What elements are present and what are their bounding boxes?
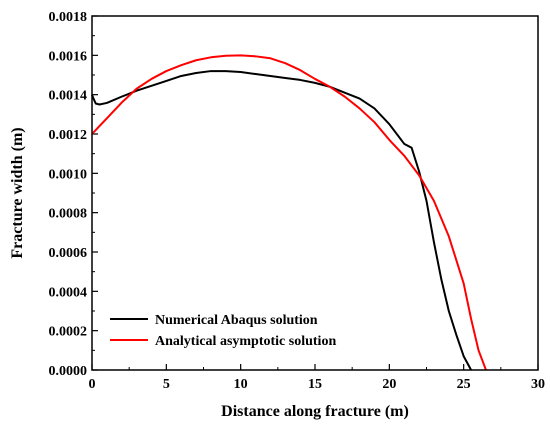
y-tick-label: 0.0010 — [49, 167, 88, 182]
legend: Numerical Abaqus solution Analytical asy… — [110, 313, 336, 349]
y-tick-label: 0.0000 — [49, 364, 88, 379]
series-layer — [91, 54, 487, 371]
y-tick-label: 0.0006 — [49, 246, 88, 261]
x-axis-title: Distance along fracture (m) — [221, 403, 409, 420]
y-tick-label: 0.0016 — [49, 49, 88, 64]
y-axis-title: Fracture width (m) — [9, 127, 26, 258]
y-tick-label: 0.0004 — [49, 285, 88, 300]
series-line-numerical — [91, 70, 472, 371]
plot-frame — [91, 15, 539, 371]
y-tick-label: 0.0012 — [49, 128, 88, 143]
legend-label-analytical: Analytical asymptotic solution — [155, 334, 336, 349]
series-line-analytical — [91, 54, 487, 371]
y-tick-label: 0.0008 — [49, 207, 88, 222]
x-tick-label: 5 — [163, 377, 170, 392]
x-tick-label: 20 — [382, 377, 396, 392]
legend-label-numerical: Numerical Abaqus solution — [155, 313, 318, 328]
x-tick-label: 10 — [234, 377, 248, 392]
y-tick-label: 0.0014 — [49, 89, 88, 104]
x-axis-ticks: 0 5 10 15 20 25 30 — [89, 364, 545, 392]
x-tick-label: 0 — [89, 377, 96, 392]
x-tick-label: 30 — [531, 377, 545, 392]
x-tick-label: 25 — [457, 377, 471, 392]
x-tick-label: 15 — [308, 377, 322, 392]
y-tick-label: 0.0002 — [49, 325, 88, 340]
y-axis-ticks: 0.0000 0.0002 0.0004 0.0006 0.0008 0.0010 0.00… — [49, 10, 98, 379]
y-tick-label: 0.0018 — [49, 10, 88, 25]
